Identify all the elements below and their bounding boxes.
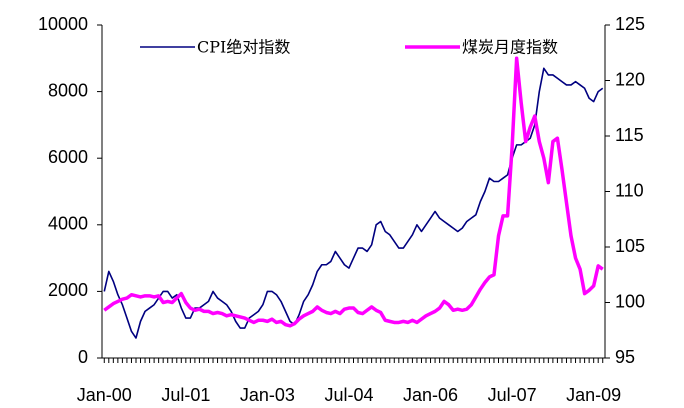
x-tick-label: Jan-06 xyxy=(403,385,458,405)
series-line xyxy=(103,56,604,328)
y2-tick-label: 120 xyxy=(615,69,645,89)
x-tick-label: Jul-07 xyxy=(488,385,537,405)
y-tick-label: 2000 xyxy=(48,280,88,300)
y2-tick-label: 105 xyxy=(615,236,645,256)
x-tick-label: Jan-09 xyxy=(566,385,621,405)
x-tick-label: Jul-01 xyxy=(161,385,210,405)
legend-label: 煤炭月度指数 xyxy=(462,38,558,57)
y-tick-label: 10000 xyxy=(38,14,88,34)
y2-tick-label: 110 xyxy=(615,180,644,200)
y-tick-label: 0 xyxy=(78,347,88,367)
y-tick-label: 8000 xyxy=(48,80,88,100)
y2-tick-label: 95 xyxy=(615,347,635,367)
y-tick-label: 4000 xyxy=(48,214,88,234)
series-line xyxy=(103,67,604,339)
y-tick-label: 6000 xyxy=(48,147,88,167)
y2-tick-label: 125 xyxy=(615,14,645,34)
x-tick-label: Jul-04 xyxy=(324,385,373,405)
legend-label: CPI绝对指数 xyxy=(197,38,290,57)
x-tick-label: Jan-00 xyxy=(77,385,132,405)
y2-tick-label: 100 xyxy=(615,291,645,311)
x-tick-label: Jan-03 xyxy=(240,385,295,405)
y2-tick-label: 115 xyxy=(615,125,644,145)
